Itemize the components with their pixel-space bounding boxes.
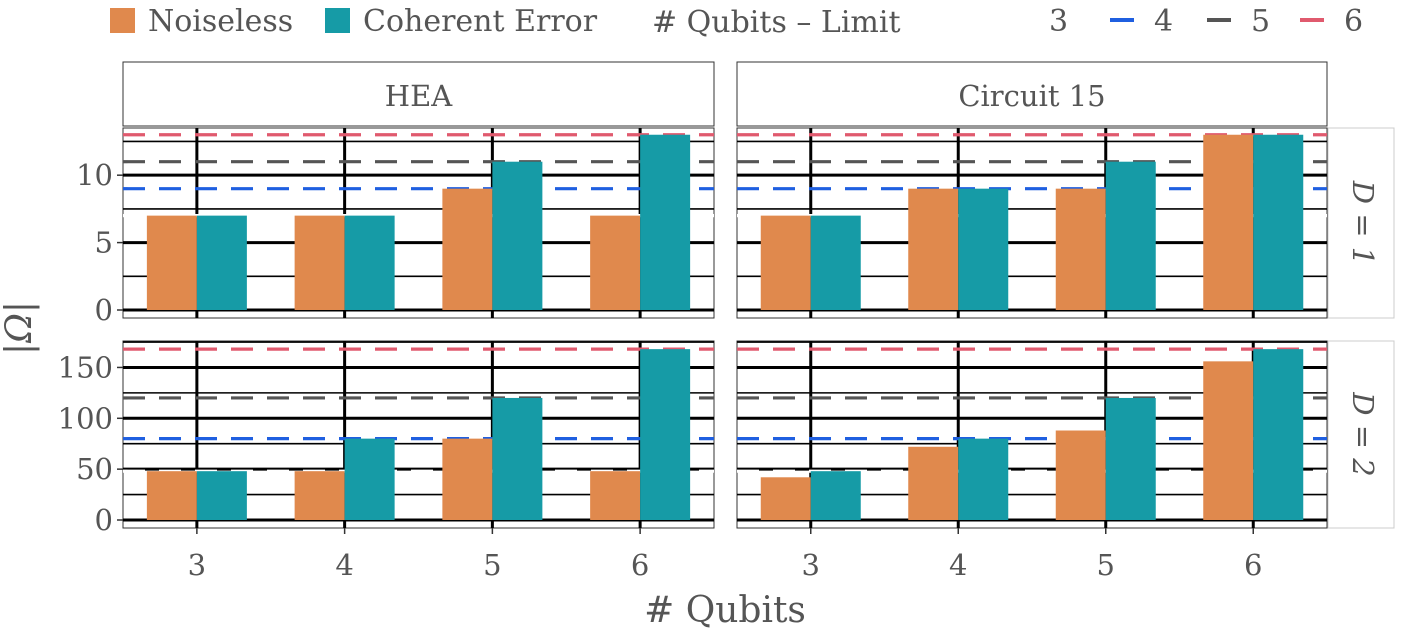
bar-noiseless-6-qubits — [590, 215, 641, 310]
legend-limit-label: 4 — [1154, 4, 1173, 39]
bar-noiseless-3-qubits — [760, 477, 811, 520]
x-tick-label: 5 — [1097, 548, 1115, 582]
y-tick-label: 50 — [76, 452, 113, 486]
bar-coherent-error-3-qubits — [810, 471, 861, 520]
facet-strip-row — [1327, 340, 1395, 529]
facet-strip-label: HEA — [385, 79, 453, 113]
bar-noiseless-4-qubits — [294, 471, 345, 520]
facet-strips: HEA Circuit 15 D = 1 D = 2 — [122, 61, 1395, 529]
x-tick-label: 6 — [631, 548, 649, 582]
bar-coherent-error-5-qubits — [492, 397, 543, 520]
y-tick-label: 0 — [95, 503, 113, 537]
y-tick-label: 10 — [76, 158, 113, 192]
bar-coherent-error-5-qubits — [1105, 397, 1156, 520]
y-axis-title: |Ω| — [0, 301, 40, 355]
bar-coherent-error-6-qubits — [640, 349, 691, 520]
bar-coherent-error-5-qubits — [492, 161, 543, 310]
bar-coherent-error-6-qubits — [1253, 349, 1304, 520]
bar-noiseless-6-qubits — [590, 471, 641, 520]
bar-noiseless-4-qubits — [908, 446, 959, 520]
bar-noiseless-3-qubits — [146, 471, 197, 520]
bar-coherent-error-3-qubits — [196, 215, 247, 310]
legend-swatch-coherent-error — [325, 8, 350, 33]
y-tick-label: 100 — [58, 401, 113, 435]
legend-limit-label: 5 — [1251, 4, 1270, 39]
facet-strip-row — [1327, 127, 1395, 319]
y-tick-label: 150 — [58, 350, 113, 384]
x-tick-label: 3 — [802, 548, 820, 582]
x-tick-label: 4 — [949, 548, 967, 582]
bar-noiseless-5-qubits — [1055, 188, 1106, 310]
x-axis-title: # Qubits — [644, 590, 806, 631]
panel-circuit-15-d1 — [736, 127, 1328, 319]
facet-strip-row-label: D = 1 — [1346, 180, 1380, 265]
bar-coherent-error-6-qubits — [1253, 134, 1304, 310]
legend-label: Noiseless — [148, 4, 293, 39]
facet-strip-row-label: D = 2 — [1346, 391, 1380, 476]
x-tick-label: 4 — [335, 548, 353, 582]
legend: Noiseless Coherent Error # Qubits – Limit 3… — [110, 4, 1363, 40]
bar-coherent-error-6-qubits — [640, 134, 691, 310]
facet-strip-column — [122, 61, 715, 127]
legend-swatch-noiseless — [110, 8, 135, 33]
bar-coherent-error-4-qubits — [958, 438, 1009, 520]
y-tick-label: 5 — [95, 226, 113, 260]
legend-limit-label: 6 — [1344, 4, 1363, 39]
bar-noiseless-4-qubits — [908, 188, 959, 310]
x-tick-label: 5 — [483, 548, 501, 582]
y-tick-label: 0 — [95, 293, 113, 327]
legend-limit-label: 3 — [1049, 4, 1068, 39]
x-tick-label: 3 — [188, 548, 206, 582]
bar-noiseless-4-qubits — [294, 215, 345, 310]
bar-coherent-error-3-qubits — [196, 471, 247, 520]
legend-label: Coherent Error — [363, 4, 598, 39]
legend-limit-title: # Qubits – Limit — [652, 5, 901, 40]
bar-noiseless-5-qubits — [1055, 430, 1106, 520]
facet-strip-column — [736, 61, 1328, 127]
axis-titles: # Qubits |Ω| — [0, 301, 806, 631]
panel-hea-d2: 0 50 100 150 3 4 5 6 — [58, 340, 715, 582]
bar-noiseless-3-qubits — [760, 215, 811, 310]
bar-coherent-error-4-qubits — [344, 215, 395, 310]
bar-noiseless-5-qubits — [442, 438, 493, 520]
bar-coherent-error-3-qubits — [810, 215, 861, 310]
bar-noiseless-5-qubits — [442, 188, 493, 310]
bar-coherent-error-5-qubits — [1105, 161, 1156, 310]
bar-coherent-error-4-qubits — [344, 438, 395, 520]
bar-noiseless-3-qubits — [146, 215, 197, 310]
bar-noiseless-6-qubits — [1203, 361, 1254, 520]
panel-hea-d1: 0 5 10 — [76, 127, 715, 327]
bar-noiseless-6-qubits — [1203, 134, 1254, 310]
facet-strip-label: Circuit 15 — [958, 79, 1105, 113]
x-tick-label: 6 — [1244, 548, 1262, 582]
bar-coherent-error-4-qubits — [958, 188, 1009, 310]
panel-circuit-15-d2: 3 4 5 6 — [736, 340, 1328, 582]
